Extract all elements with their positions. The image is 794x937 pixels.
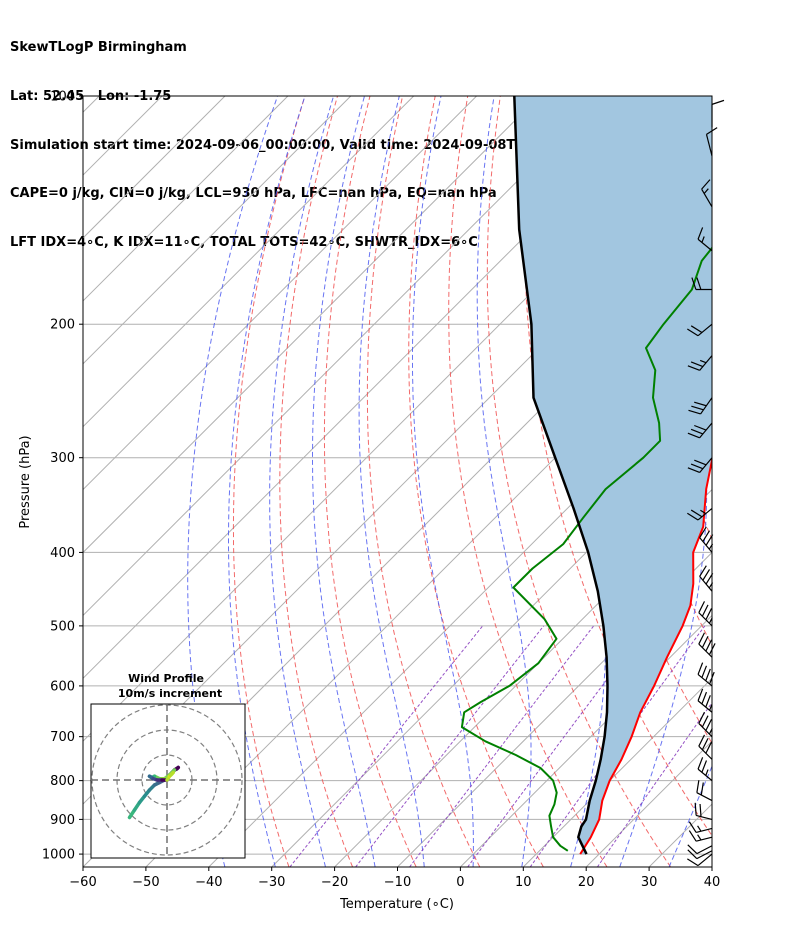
wind-barb [698, 734, 713, 760]
x-axis-title: Temperature (∘C) [339, 897, 454, 912]
x-tick-label: −50 [132, 875, 159, 890]
wind-barb [711, 99, 725, 128]
moist-adiabat-line [269, 96, 335, 867]
wind-barb [687, 853, 713, 867]
cin-shaded-area [514, 96, 712, 855]
x-tick-label: −40 [195, 875, 222, 890]
y-tick-label: 100 [50, 90, 75, 105]
x-tick-label: 20 [578, 875, 595, 890]
wind-barb [699, 565, 714, 592]
isotherm-line [775, 96, 794, 867]
wind-barb [688, 830, 713, 842]
parcel-line [513, 96, 609, 855]
wind-barb [691, 277, 712, 291]
moist-adiabat-line [187, 96, 279, 867]
wind-barb [694, 802, 713, 820]
isotherm-line [83, 96, 603, 617]
isotherm-line [460, 614, 712, 867]
isotherm-line [83, 96, 100, 113]
y-tick-label: 700 [50, 730, 75, 745]
wind-barb [698, 632, 716, 658]
hodograph-title: Wind Profile [128, 672, 204, 685]
y-tick-label: 200 [50, 318, 75, 333]
moist-adiabat-line [412, 96, 474, 867]
isotherm-line [83, 96, 415, 428]
y-tick-label: 900 [50, 813, 75, 828]
isotherm-line [83, 96, 226, 239]
isotherm-line [83, 96, 540, 554]
wind-barb [687, 507, 713, 521]
dry-adiabat-line [761, 96, 794, 867]
mixing-ratio-line [596, 701, 712, 867]
isotherm-line [334, 488, 712, 867]
chart-title: SkewTLogP Birmingham [10, 40, 187, 56]
x-tick-label: 40 [704, 875, 721, 890]
moist-adiabat-line [476, 96, 532, 867]
x-tick-label: −30 [258, 875, 285, 890]
mixing-ratio-line [355, 625, 545, 867]
temperature-line [579, 455, 712, 855]
y-tick-label: 300 [50, 451, 75, 466]
wind-barb [705, 127, 718, 157]
x-tick-label: 30 [641, 875, 658, 890]
moist-adiabat-line [719, 96, 794, 867]
wind-barb [687, 457, 713, 474]
isotherm-line [711, 866, 712, 867]
mixing-ratio-line [409, 625, 595, 867]
isotherm-line [145, 300, 712, 867]
dry-adiabat-line [323, 96, 417, 867]
y-tick-label: 800 [50, 774, 75, 789]
wind-barb [697, 227, 713, 252]
dry-adiabat-line [728, 96, 794, 867]
dry-adiabat-line [232, 96, 306, 867]
x-tick-label: 10 [515, 875, 532, 890]
location-line: Lat: 52.45 Lon: -1.75 [10, 89, 172, 105]
isotherm-line [397, 551, 712, 867]
wind-barb [687, 849, 713, 860]
isotherm-line [83, 96, 352, 365]
chart-header: SkewTLogP Birmingham Lat: 52.45 Lon: -1.… [10, 8, 603, 267]
x-tick-label: −60 [69, 875, 96, 890]
x-tick-label: −10 [384, 875, 411, 890]
hodograph-segment [169, 770, 175, 777]
wind-barb [687, 355, 713, 371]
isotherm-line [83, 96, 477, 491]
wind-barb [687, 422, 713, 439]
index-line: LFT IDX=4∘C, K IDX=11∘C, TOTAL TOTS=42∘C… [10, 234, 478, 250]
y-tick-label: 500 [50, 619, 75, 634]
dry-adiabat-line [486, 96, 672, 867]
isotherm-line [83, 96, 289, 302]
wind-barb [697, 662, 715, 687]
wind-barb [697, 688, 713, 713]
hodograph-subtitle: 10m/s increment [118, 687, 222, 700]
y-tick-label: 1000 [42, 848, 75, 863]
y-axis-title: Pressure (hPa) [18, 435, 33, 528]
dry-adiabat-line [366, 96, 481, 867]
dry-adiabat-line [279, 96, 354, 867]
wind-barb [697, 757, 713, 782]
x-tick-label: −20 [321, 875, 348, 890]
moist-adiabat-line [358, 96, 425, 867]
dry-adiabat-line [408, 96, 544, 867]
y-tick-label: 400 [50, 546, 75, 561]
y-tick-label: 600 [50, 679, 75, 694]
wind-barb [687, 844, 713, 855]
wind-barb [688, 397, 713, 415]
wind-barb [698, 711, 713, 738]
wind-barb [698, 601, 713, 627]
wind-barb [696, 780, 713, 802]
mixing-ratio-line [289, 625, 484, 867]
moist-adiabat-line [312, 96, 376, 867]
moist-adiabat-line [228, 96, 306, 867]
dewpoint-line [460, 246, 712, 852]
x-tick-label: 0 [456, 875, 464, 890]
moist-adiabat-line [668, 765, 712, 867]
wind-barb [688, 821, 713, 833]
wind-barb [701, 179, 713, 208]
wind-barb [687, 323, 713, 337]
wind-barb [699, 526, 714, 553]
cape-line: CAPE=0 j/kg, CIN=0 j/kg, LCL=930 hPa, LF… [10, 186, 497, 202]
